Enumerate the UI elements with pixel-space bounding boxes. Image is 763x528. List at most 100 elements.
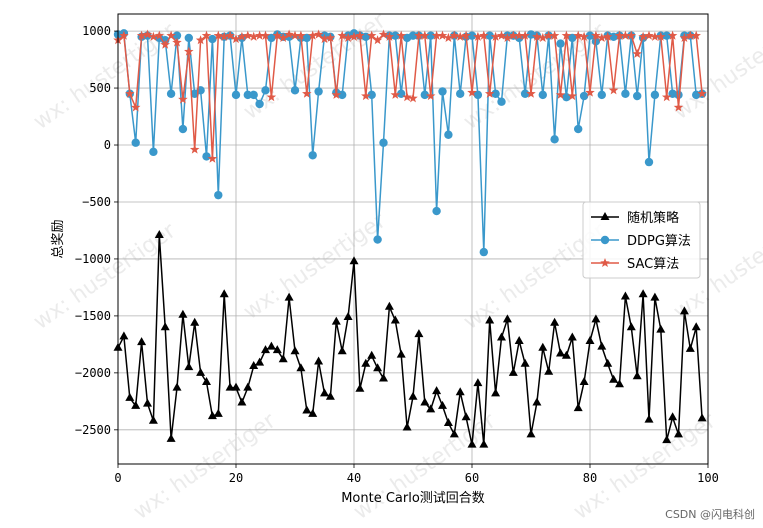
data-point (685, 343, 695, 352)
data-point (668, 412, 678, 421)
data-point (674, 429, 683, 438)
legend-entry-label: DDPG算法 (627, 234, 691, 249)
data-point (561, 350, 571, 359)
data-point (579, 376, 589, 385)
watermark-text: wx: hustertiger (669, 8, 763, 125)
data-point (608, 85, 619, 95)
data-point (172, 31, 182, 40)
data-point (626, 30, 637, 40)
data-point (378, 29, 389, 39)
data-point (337, 346, 347, 355)
data-point (190, 317, 200, 326)
data-point (243, 30, 253, 40)
data-point (272, 30, 283, 40)
data-point (166, 30, 176, 40)
data-point (249, 90, 258, 100)
data-point (213, 408, 223, 417)
data-point (555, 89, 566, 99)
data-point (296, 30, 306, 40)
x-tick-label: 60 (465, 471, 479, 485)
data-point (638, 289, 648, 298)
data-point (189, 144, 200, 154)
data-point (125, 392, 135, 401)
plot-frame (117, 13, 709, 465)
data-point (178, 94, 188, 104)
data-point (656, 324, 666, 333)
data-point (638, 31, 648, 41)
data-point (290, 346, 300, 355)
data-point (644, 414, 654, 423)
data-point (361, 91, 371, 101)
data-point (484, 88, 495, 98)
data-point (455, 31, 465, 41)
data-point (497, 97, 506, 106)
data-point (290, 86, 300, 95)
data-point (538, 90, 547, 100)
x-tick-label: 100 (697, 471, 719, 485)
data-point (661, 92, 672, 102)
data-point (160, 39, 170, 49)
data-point (184, 362, 194, 371)
data-point (337, 30, 347, 40)
data-point (491, 388, 501, 397)
data-point (231, 90, 241, 100)
data-point (532, 397, 542, 406)
data-point (255, 357, 265, 366)
data-point (361, 32, 370, 41)
data-point (644, 30, 654, 40)
data-point (456, 89, 465, 98)
data-point (697, 88, 707, 98)
x-tick-label: 40 (347, 471, 361, 485)
data-point (443, 32, 454, 42)
series-0 (113, 230, 707, 448)
data-point (302, 405, 312, 414)
data-point (331, 316, 341, 325)
data-point (432, 386, 442, 395)
data-point (349, 31, 359, 41)
data-point (526, 88, 536, 98)
data-point (302, 88, 312, 98)
data-point (426, 404, 436, 413)
data-point (261, 345, 270, 354)
data-point (249, 361, 259, 370)
data-point (372, 35, 383, 45)
data-point (479, 247, 488, 257)
data-point (373, 235, 382, 244)
data-point (550, 135, 559, 144)
x-tick-label: 0 (114, 471, 121, 485)
data-point (414, 329, 424, 338)
data-point (502, 314, 512, 323)
x-axis-ticks: 0 20 40 60 80 100 (114, 464, 719, 485)
y-tick-label: −2500 (75, 423, 111, 437)
legend-box (582, 201, 701, 279)
data-point (343, 312, 353, 321)
data-point (597, 90, 606, 100)
data-point (390, 315, 400, 324)
legend-entry-label: SAC算法 (627, 257, 679, 272)
data-point (366, 30, 377, 40)
data-point (130, 102, 141, 112)
data-point (213, 30, 224, 40)
data-point (567, 332, 577, 341)
data-point (621, 89, 630, 98)
data-point (574, 124, 583, 134)
data-point (154, 30, 165, 40)
data-point (331, 89, 342, 99)
data-point (561, 30, 572, 40)
data-point (520, 30, 530, 40)
data-point (196, 367, 206, 376)
legend-entry-label: 随机策略 (627, 210, 679, 226)
data-point (254, 30, 265, 40)
data-point (402, 92, 412, 102)
data-point (449, 429, 459, 438)
data-point (325, 32, 336, 42)
data-point (585, 87, 595, 97)
data-point (231, 382, 241, 391)
data-point (266, 92, 277, 102)
data-point (142, 29, 153, 39)
data-point (278, 354, 288, 363)
data-point (125, 88, 135, 98)
data-point (137, 337, 147, 346)
y-axis-label: 总奖励 (51, 219, 66, 258)
